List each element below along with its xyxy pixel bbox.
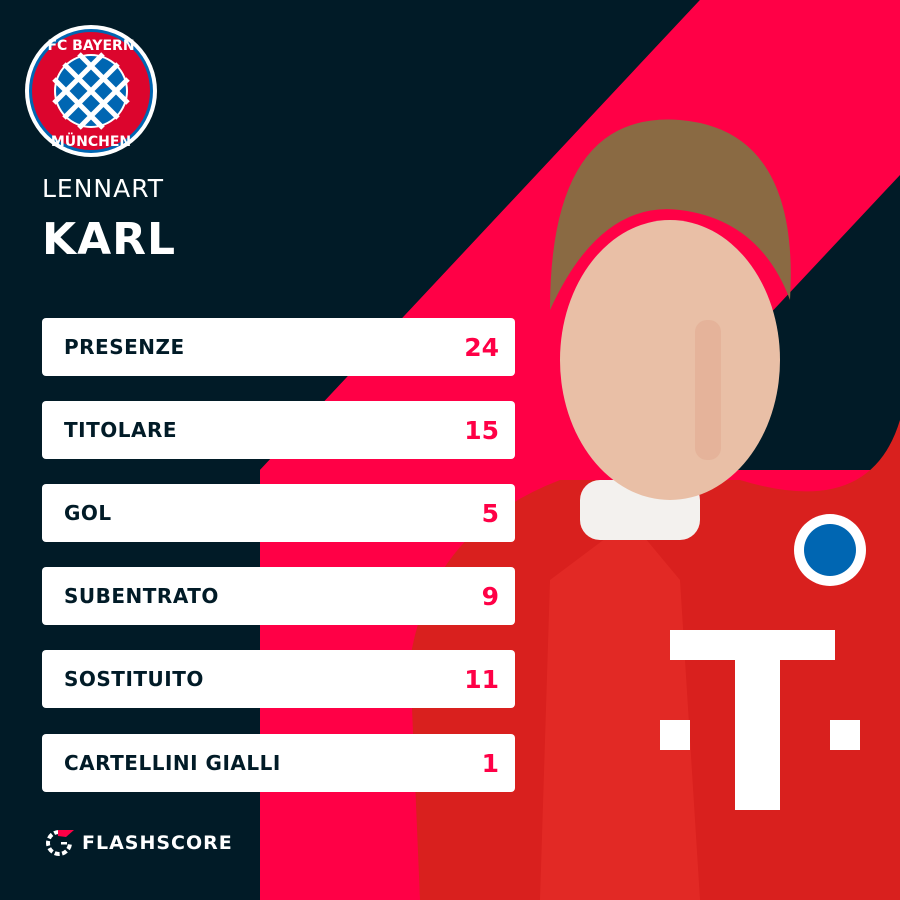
stat-label: CARTELLINI GIALLI — [64, 751, 281, 775]
stat-label: TITOLARE — [64, 418, 178, 442]
stat-value: 15 — [464, 415, 499, 445]
flashscore-icon — [46, 830, 74, 856]
stat-value: 9 — [481, 581, 499, 611]
flashscore-logo: FLASHSCORE — [44, 828, 233, 858]
stat-value: 24 — [464, 332, 499, 362]
stat-row-presenze: PRESENZE 24 — [42, 318, 515, 376]
player-last-name: KARL — [42, 214, 177, 265]
stat-row-gol: GOL 5 — [42, 484, 515, 542]
player-first-name: LENNART — [42, 174, 165, 203]
stat-row-cartellini-gialli: CARTELLINI GIALLI 1 — [42, 734, 515, 792]
stat-label: SOSTITUITO — [64, 667, 204, 691]
stat-value: 11 — [464, 664, 499, 694]
stat-row-sostituito: SOSTITUITO 11 — [42, 650, 515, 708]
club-crest-logo: FC BAYERN MÜNCHEN — [25, 25, 157, 157]
stat-label: PRESENZE — [64, 335, 185, 359]
stat-value: 1 — [481, 748, 499, 778]
stat-label: SUBENTRATO — [64, 584, 219, 608]
stat-label: GOL — [64, 501, 112, 525]
brand-name: FLASHSCORE — [82, 832, 233, 854]
stat-row-subentrato: SUBENTRATO 9 — [42, 567, 515, 625]
svg-text:FC BAYERN: FC BAYERN — [47, 38, 134, 54]
stat-row-titolare: TITOLARE 15 — [42, 401, 515, 459]
stat-value: 5 — [481, 498, 499, 528]
svg-text:MÜNCHEN: MÜNCHEN — [51, 132, 131, 150]
player-photo — [410, 119, 900, 900]
